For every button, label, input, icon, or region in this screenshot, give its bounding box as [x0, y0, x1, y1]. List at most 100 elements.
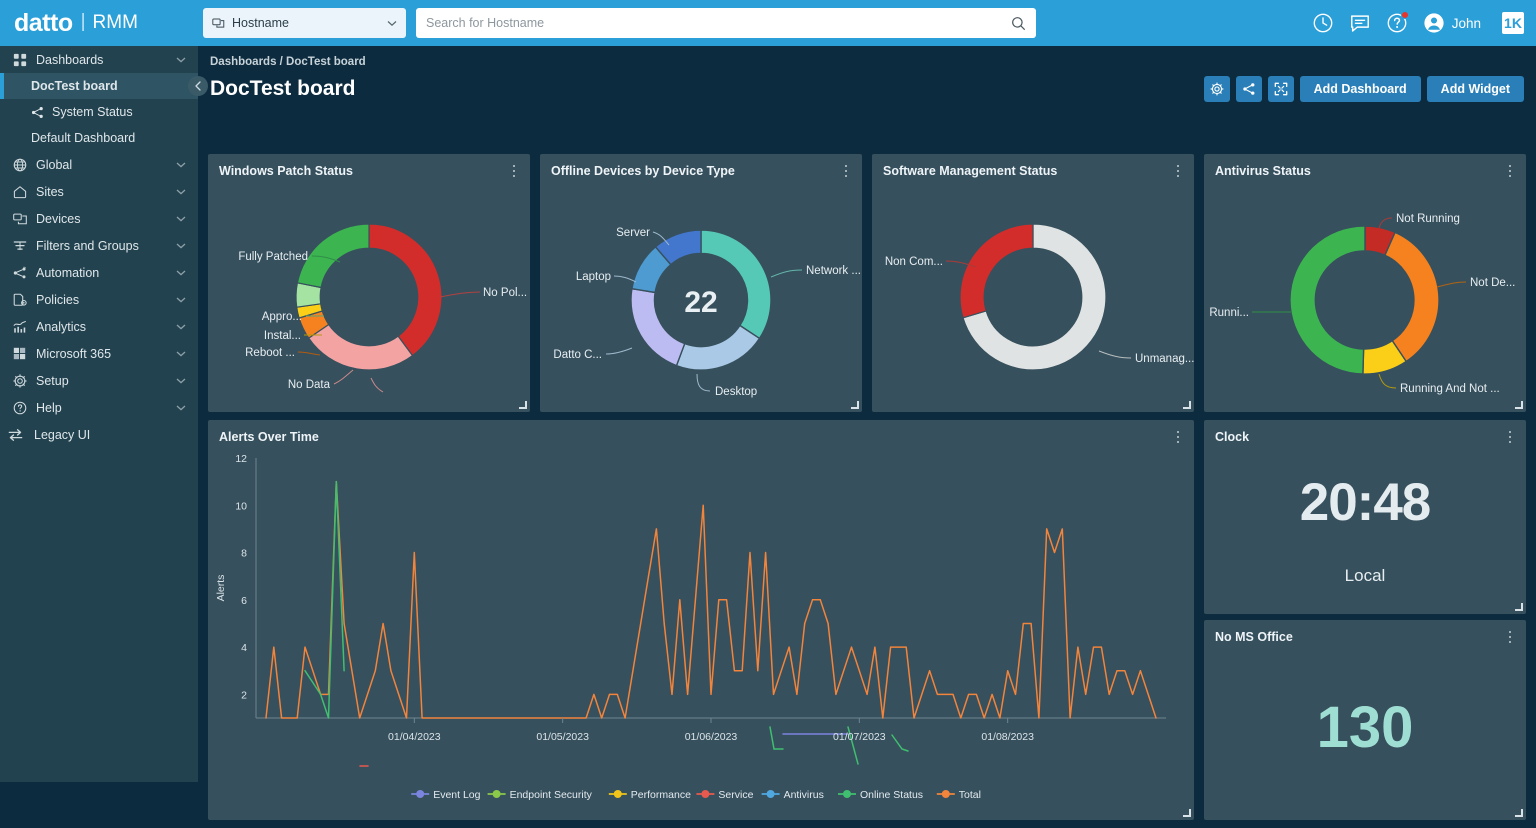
- widget-antivirus-status[interactable]: Antivirus Status No: [1204, 154, 1526, 412]
- widget-no-ms-office[interactable]: No MS Office 130: [1204, 620, 1526, 820]
- donut-label: Not Running: [1396, 213, 1460, 225]
- legend-item[interactable]: Performance: [608, 789, 691, 801]
- search-input[interactable]: [426, 16, 1011, 30]
- home-icon: [12, 184, 27, 199]
- y-axis-tick: 10: [235, 500, 247, 512]
- main-content: Dashboards / DocTest board DocTest board: [188, 46, 1536, 820]
- sidebar-item-setup[interactable]: Setup: [0, 367, 198, 394]
- search-box[interactable]: [416, 8, 1036, 38]
- widget-resize-handle[interactable]: [1183, 809, 1191, 817]
- search-icon[interactable]: [1011, 16, 1026, 31]
- widget-resize-handle[interactable]: [1515, 809, 1523, 817]
- widget-clock[interactable]: Clock 20:48 Local: [1204, 420, 1526, 614]
- donut-label: Instal...: [264, 330, 301, 342]
- sidebar-item-automation[interactable]: Automation: [0, 259, 198, 286]
- policy-icon: [12, 292, 27, 307]
- donut-label: Not De...: [1470, 277, 1515, 289]
- legend-item[interactable]: Service: [696, 789, 754, 801]
- sidebar-label: Analytics: [36, 319, 87, 334]
- donut-label: Server: [616, 227, 650, 239]
- series-line: [265, 480, 1157, 719]
- sidebar-label: Help: [36, 400, 62, 415]
- sidebar-item-global[interactable]: Global: [0, 151, 198, 178]
- help-icon[interactable]: [1386, 12, 1408, 34]
- sidebar: Dashboards DocTest board System Status D…: [0, 46, 198, 782]
- sidebar-item-doctest-board[interactable]: DocTest board: [0, 73, 198, 99]
- globe-icon: [12, 157, 27, 172]
- widget-resize-handle[interactable]: [1515, 401, 1523, 409]
- legend-label: Performance: [631, 789, 691, 801]
- app-switcher-button[interactable]: 1K: [1502, 12, 1524, 34]
- widget-offline-devices[interactable]: Offline Devices by Device Type: [540, 154, 862, 412]
- sidebar-item-policies[interactable]: Policies: [0, 286, 198, 313]
- widget-resize-handle[interactable]: [851, 401, 859, 409]
- widget-title: Software Management Status: [883, 164, 1058, 178]
- series-line: [304, 480, 345, 719]
- donut-label: Datto C...: [553, 349, 602, 361]
- sidebar-item-dashboards[interactable]: Dashboards: [0, 46, 198, 73]
- widget-menu-button[interactable]: [1502, 628, 1518, 646]
- chart-antivirus-status: Not Running Not De... Running And Not ..…: [1204, 180, 1526, 406]
- widget-windows-patch-status[interactable]: Windows Patch Status: [208, 154, 530, 412]
- widget-menu-button[interactable]: [1502, 428, 1518, 446]
- legend-item[interactable]: Online Status: [838, 789, 923, 801]
- widget-resize-handle[interactable]: [1515, 603, 1523, 611]
- monitor-icon: [212, 18, 225, 28]
- sidebar-item-microsoft-365[interactable]: Microsoft 365: [0, 340, 198, 367]
- brand-separator: |: [80, 10, 86, 32]
- widget-resize-handle[interactable]: [1183, 401, 1191, 409]
- sidebar-item-devices[interactable]: Devices: [0, 205, 198, 232]
- add-dashboard-button[interactable]: Add Dashboard: [1299, 76, 1421, 102]
- series-line-overlay: [847, 726, 859, 765]
- widget-resize-handle[interactable]: [519, 401, 527, 409]
- widget-menu-button[interactable]: [1502, 162, 1518, 180]
- brand-logo[interactable]: datto | RMM: [0, 0, 198, 46]
- sidebar-label: System Status: [52, 105, 133, 119]
- legend-item[interactable]: Endpoint Security: [487, 789, 593, 801]
- brand-product: RMM: [92, 11, 138, 33]
- sidebar-collapse-button[interactable]: [188, 76, 208, 96]
- sidebar-item-legacy-ui[interactable]: Legacy UI: [0, 421, 198, 448]
- chevron-down-icon: [176, 324, 186, 330]
- sidebar-label: Dashboards: [36, 52, 104, 67]
- search-filter-dropdown[interactable]: Hostname: [203, 8, 406, 38]
- header-actions: John 1K: [1312, 0, 1536, 46]
- widget-software-management-status[interactable]: Software Management Status Non Com... Un…: [872, 154, 1194, 412]
- sidebar-item-default-dashboard[interactable]: Default Dashboard: [0, 125, 198, 151]
- clock-icon[interactable]: [1312, 12, 1334, 34]
- donut-label: Runni...: [1209, 307, 1249, 319]
- sidebar-label: Sites: [36, 184, 64, 199]
- widget-grid: Windows Patch Status: [198, 154, 1536, 828]
- sidebar-item-system-status[interactable]: System Status: [0, 99, 198, 125]
- chevron-down-icon: [176, 405, 186, 411]
- sidebar-item-help[interactable]: Help: [0, 394, 198, 421]
- legend-item[interactable]: Antivirus: [761, 789, 824, 801]
- user-menu[interactable]: John: [1423, 12, 1481, 34]
- sidebar-item-filters-and-groups[interactable]: Filters and Groups: [0, 232, 198, 259]
- add-widget-button[interactable]: Add Widget: [1426, 76, 1524, 102]
- legend-label: Event Log: [433, 789, 480, 801]
- x-axis-tick: 01/08/2023: [981, 731, 1034, 743]
- widget-menu-button[interactable]: [1170, 162, 1186, 180]
- help-icon-wrap[interactable]: [1386, 11, 1409, 34]
- dashboard-settings-button[interactable]: [1203, 76, 1230, 102]
- breadcrumb[interactable]: Dashboards / DocTest board: [210, 56, 366, 68]
- dashboard-share-button[interactable]: [1235, 76, 1262, 102]
- chat-icon[interactable]: [1349, 12, 1371, 34]
- question-icon: [12, 400, 27, 415]
- widget-menu-button[interactable]: [506, 162, 522, 180]
- widget-alerts-over-time[interactable]: Alerts Over Time 2 4 6 8 10 12 Alerts 01/04/202…: [208, 420, 1194, 820]
- widget-menu-button[interactable]: [838, 162, 854, 180]
- sidebar-label: Filters and Groups: [36, 238, 139, 253]
- widget-title: Offline Devices by Device Type: [551, 164, 735, 178]
- sidebar-item-sites[interactable]: Sites: [0, 178, 198, 205]
- legend-item[interactable]: Event Log: [411, 789, 481, 801]
- dashboard-fullscreen-button[interactable]: [1267, 76, 1294, 102]
- y-axis-tick: 8: [241, 548, 247, 560]
- sidebar-item-analytics[interactable]: Analytics: [0, 313, 198, 340]
- legend-item[interactable]: Total: [936, 789, 981, 801]
- gear-icon: [1210, 82, 1224, 96]
- sidebar-label: Automation: [36, 265, 100, 280]
- donut-label: Non Com...: [885, 256, 943, 268]
- widget-menu-button[interactable]: [1170, 428, 1186, 446]
